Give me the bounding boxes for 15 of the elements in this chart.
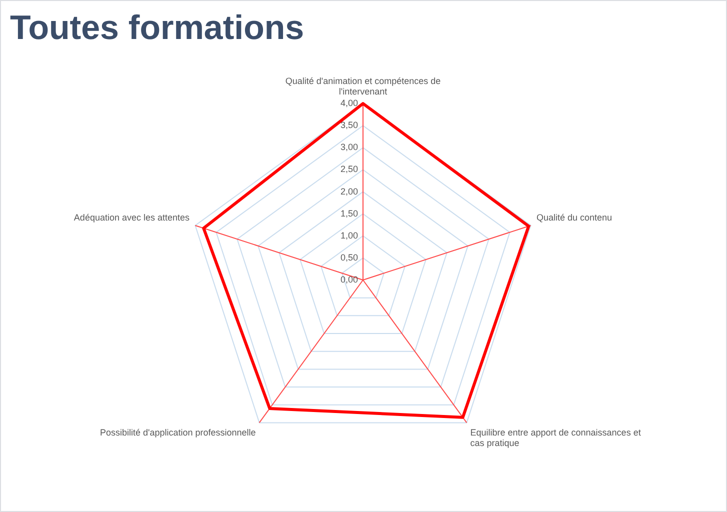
y-tick-label: 2,50 bbox=[340, 164, 358, 174]
chart-title: Toutes formations bbox=[10, 9, 304, 48]
spoke-label: Adéquation avec les attentes bbox=[74, 212, 190, 223]
y-tick-label: 0,00 bbox=[340, 274, 358, 284]
y-tick-label: 3,50 bbox=[340, 120, 358, 130]
spoke-label: Qualité du contenu bbox=[536, 212, 612, 223]
y-tick-label: 1,00 bbox=[340, 230, 358, 240]
spoke-label: Possibilité d'application professionnelle bbox=[100, 427, 256, 438]
y-tick-label: 0,50 bbox=[340, 252, 358, 262]
y-tick-label: 2,00 bbox=[340, 186, 358, 196]
spoke-label: Qualité d'animation et compétences de l'intervenant bbox=[285, 76, 441, 97]
spoke-label: Equilibre entre apport de connaissances et cas pratique bbox=[470, 427, 642, 448]
y-tick-label: 3,00 bbox=[340, 142, 358, 152]
y-tick-label: 4,00 bbox=[340, 98, 358, 108]
y-tick-label: 1,50 bbox=[340, 208, 358, 218]
